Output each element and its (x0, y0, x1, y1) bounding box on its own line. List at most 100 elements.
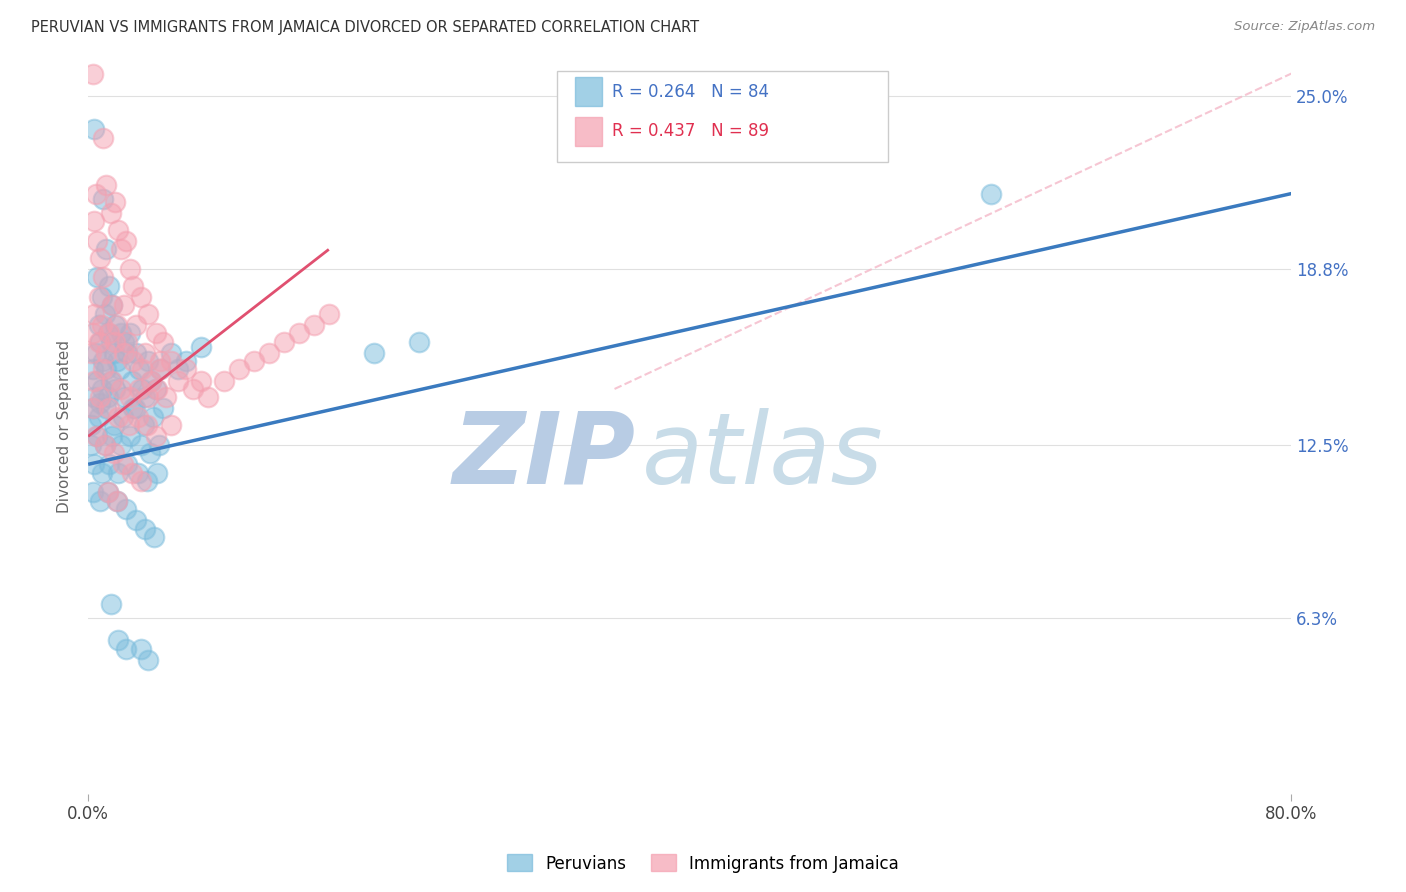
Point (155, 390, 177, 404)
Point (86, 234, 108, 248)
Point (110, 438, 132, 452)
Point (129, 641, 152, 656)
Point (197, 390, 219, 404)
Point (96, 243, 118, 257)
Y-axis label: Divorced or Separated: Divorced or Separated (58, 340, 72, 513)
Point (108, 362, 131, 376)
Point (93, 307, 115, 321)
Point (120, 261, 142, 276)
Point (124, 401, 146, 416)
Point (135, 474, 157, 488)
Point (141, 374, 163, 388)
Point (101, 374, 124, 388)
Point (111, 409, 134, 424)
Point (273, 334, 295, 349)
Point (91, 354, 114, 368)
Text: Source: ZipAtlas.com: Source: ZipAtlas.com (1234, 20, 1375, 33)
Point (114, 502, 136, 516)
Point (134, 345, 156, 359)
Point (121, 466, 143, 480)
Point (96, 178, 118, 193)
Point (98, 278, 121, 293)
Point (83, 458, 105, 472)
Point (139, 446, 162, 460)
Point (136, 354, 159, 368)
Point (127, 409, 149, 424)
Point (97, 485, 120, 500)
Point (105, 493, 128, 508)
Point (110, 243, 132, 257)
Point (152, 401, 174, 416)
Point (100, 597, 122, 611)
Point (117, 345, 139, 359)
Point (160, 418, 183, 433)
Point (89, 396, 111, 410)
Point (103, 345, 125, 359)
Point (129, 290, 152, 304)
Point (112, 298, 135, 312)
Point (125, 345, 148, 359)
Point (104, 194, 127, 209)
Point (242, 354, 264, 368)
Point (287, 326, 309, 340)
Point (96, 345, 118, 359)
Point (107, 466, 129, 480)
Point (146, 382, 169, 396)
Point (125, 513, 148, 527)
Point (91, 362, 114, 376)
Point (101, 298, 124, 312)
Point (120, 326, 142, 340)
Point (120, 429, 142, 443)
Point (89, 493, 111, 508)
Point (103, 418, 125, 433)
Point (100, 206, 122, 220)
Point (131, 362, 153, 376)
Point (142, 409, 165, 424)
Point (114, 234, 136, 248)
Point (112, 334, 135, 349)
Point (134, 522, 156, 536)
Point (149, 362, 172, 376)
Point (408, 334, 430, 349)
Point (87, 290, 110, 304)
Point (136, 653, 159, 667)
Point (100, 334, 122, 349)
Point (87, 409, 110, 424)
Point (149, 354, 172, 368)
Point (83, 390, 105, 404)
Text: R = 0.437   N = 89: R = 0.437 N = 89 (612, 122, 769, 140)
Point (82, 401, 104, 416)
Point (82, 362, 104, 376)
Point (167, 374, 190, 388)
Point (89, 334, 111, 349)
Point (107, 409, 129, 424)
Point (122, 278, 145, 293)
Point (363, 345, 385, 359)
Point (190, 374, 212, 388)
Point (104, 318, 127, 332)
Point (112, 390, 135, 404)
Point (97, 485, 120, 500)
Point (146, 466, 169, 480)
Point (980, 186, 1002, 201)
Point (302, 318, 325, 332)
Point (101, 429, 124, 443)
Point (105, 318, 128, 332)
Text: atlas: atlas (641, 408, 883, 505)
Point (174, 362, 197, 376)
Point (82, 485, 104, 500)
Point (141, 374, 163, 388)
Point (82, 326, 104, 340)
Point (132, 418, 155, 433)
Point (84, 345, 107, 359)
Point (135, 418, 157, 433)
Point (129, 474, 152, 488)
Point (91, 130, 114, 145)
Point (89, 390, 111, 404)
Point (84, 186, 107, 201)
Point (136, 307, 159, 321)
Point (160, 345, 183, 359)
Point (83, 307, 105, 321)
Point (83, 122, 105, 136)
Point (145, 429, 167, 443)
